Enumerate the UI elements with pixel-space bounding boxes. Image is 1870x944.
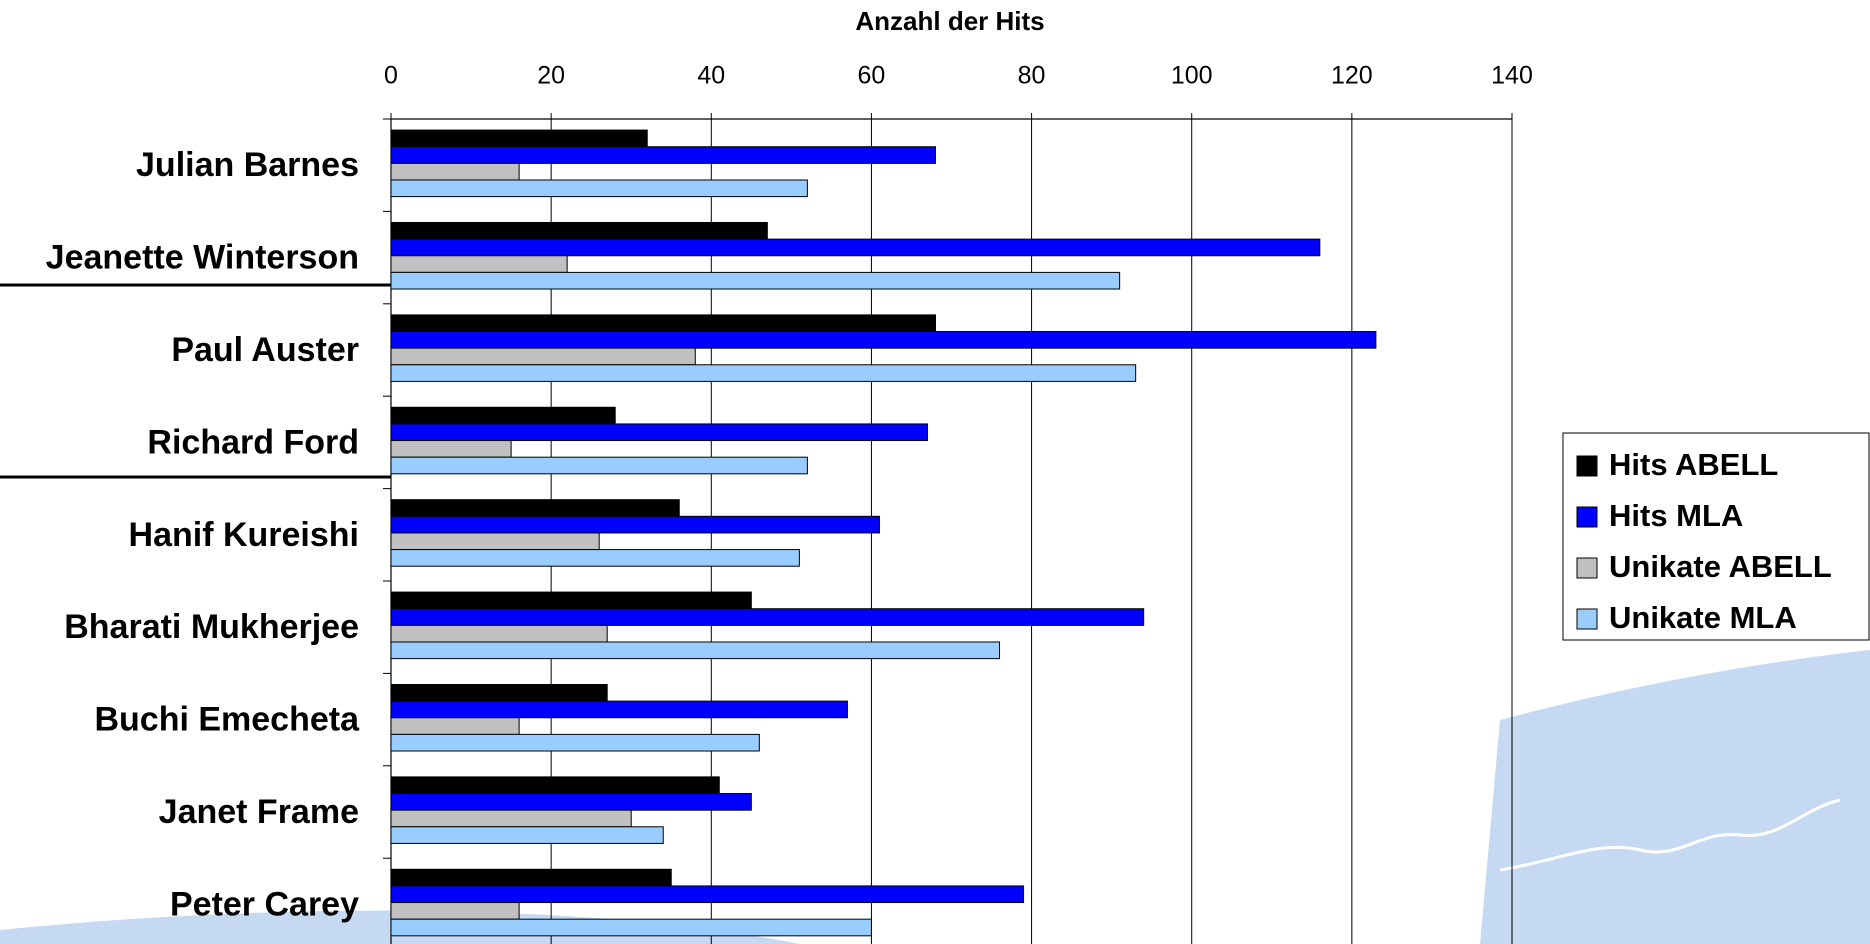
x-tick-label: 80: [1018, 62, 1046, 90]
bar: [390, 456, 808, 475]
legend-swatch: [1576, 557, 1598, 579]
bar: [390, 129, 648, 148]
bar: [390, 179, 808, 198]
legend-swatch: [1576, 455, 1598, 477]
bar: [390, 162, 520, 181]
bar: [390, 591, 752, 610]
bar: [390, 515, 880, 534]
bar: [390, 255, 568, 273]
bar: [390, 499, 680, 517]
x-tick-label: 100: [1171, 62, 1213, 90]
x-tick-label: 20: [537, 62, 565, 90]
bar: [390, 532, 600, 551]
bar: [390, 868, 672, 887]
y-tick-label: Jeanette Winterson: [46, 239, 359, 277]
bar: [390, 608, 1145, 626]
bar: [390, 331, 1377, 349]
x-tick-label: 40: [697, 62, 725, 90]
y-tick-label: Janet Frame: [159, 793, 359, 831]
bar: [390, 549, 800, 567]
y-tick-label: Bharati Mukherjee: [64, 608, 359, 646]
bar: [390, 826, 664, 844]
background-decoration: [1480, 650, 1870, 944]
legend-label: Unikate MLA: [1609, 600, 1797, 635]
bar: [390, 347, 696, 366]
x-tick-label: 140: [1491, 62, 1533, 90]
bar: [390, 624, 608, 643]
legend-box: [1562, 432, 1870, 641]
bar: [390, 364, 1137, 382]
bar: [390, 733, 760, 752]
bar: [390, 918, 872, 937]
legend-swatch: [1576, 506, 1598, 528]
legend-swatch: [1576, 608, 1598, 630]
x-tick-label: 120: [1331, 62, 1373, 90]
bar: [390, 423, 928, 442]
x-tick-label: 60: [858, 62, 886, 90]
background-decoration: [1499, 798, 1841, 872]
bar: [390, 406, 616, 425]
bar: [390, 717, 520, 735]
y-tick-label: Buchi Emecheta: [94, 701, 360, 739]
y-tick-label: Peter Carey: [170, 885, 359, 923]
bar: [390, 902, 520, 920]
y-tick-label: Paul Auster: [171, 331, 359, 369]
legend-label: Unikate ABELL: [1609, 549, 1832, 584]
y-tick-label: Hanif Kureishi: [129, 516, 359, 554]
legend-label: Hits ABELL: [1609, 447, 1778, 482]
bar: [390, 700, 848, 719]
x-tick-label: 0: [384, 62, 398, 90]
bar: [390, 683, 608, 702]
bar: [390, 440, 512, 458]
bar: [390, 776, 720, 795]
bar: [390, 271, 1121, 290]
chart-title: Anzahl der Hits: [855, 6, 1044, 36]
bar: [390, 314, 936, 333]
legend-label: Hits MLA: [1609, 498, 1743, 533]
y-tick-label: Richard Ford: [147, 423, 359, 461]
bar: [390, 809, 632, 828]
bar: [390, 221, 768, 240]
y-tick-label: Julian Barnes: [136, 146, 359, 184]
bar: [390, 641, 1001, 660]
bar: [390, 793, 752, 811]
bar: [390, 885, 1025, 904]
bar: [390, 238, 1321, 257]
bar: [390, 146, 936, 164]
